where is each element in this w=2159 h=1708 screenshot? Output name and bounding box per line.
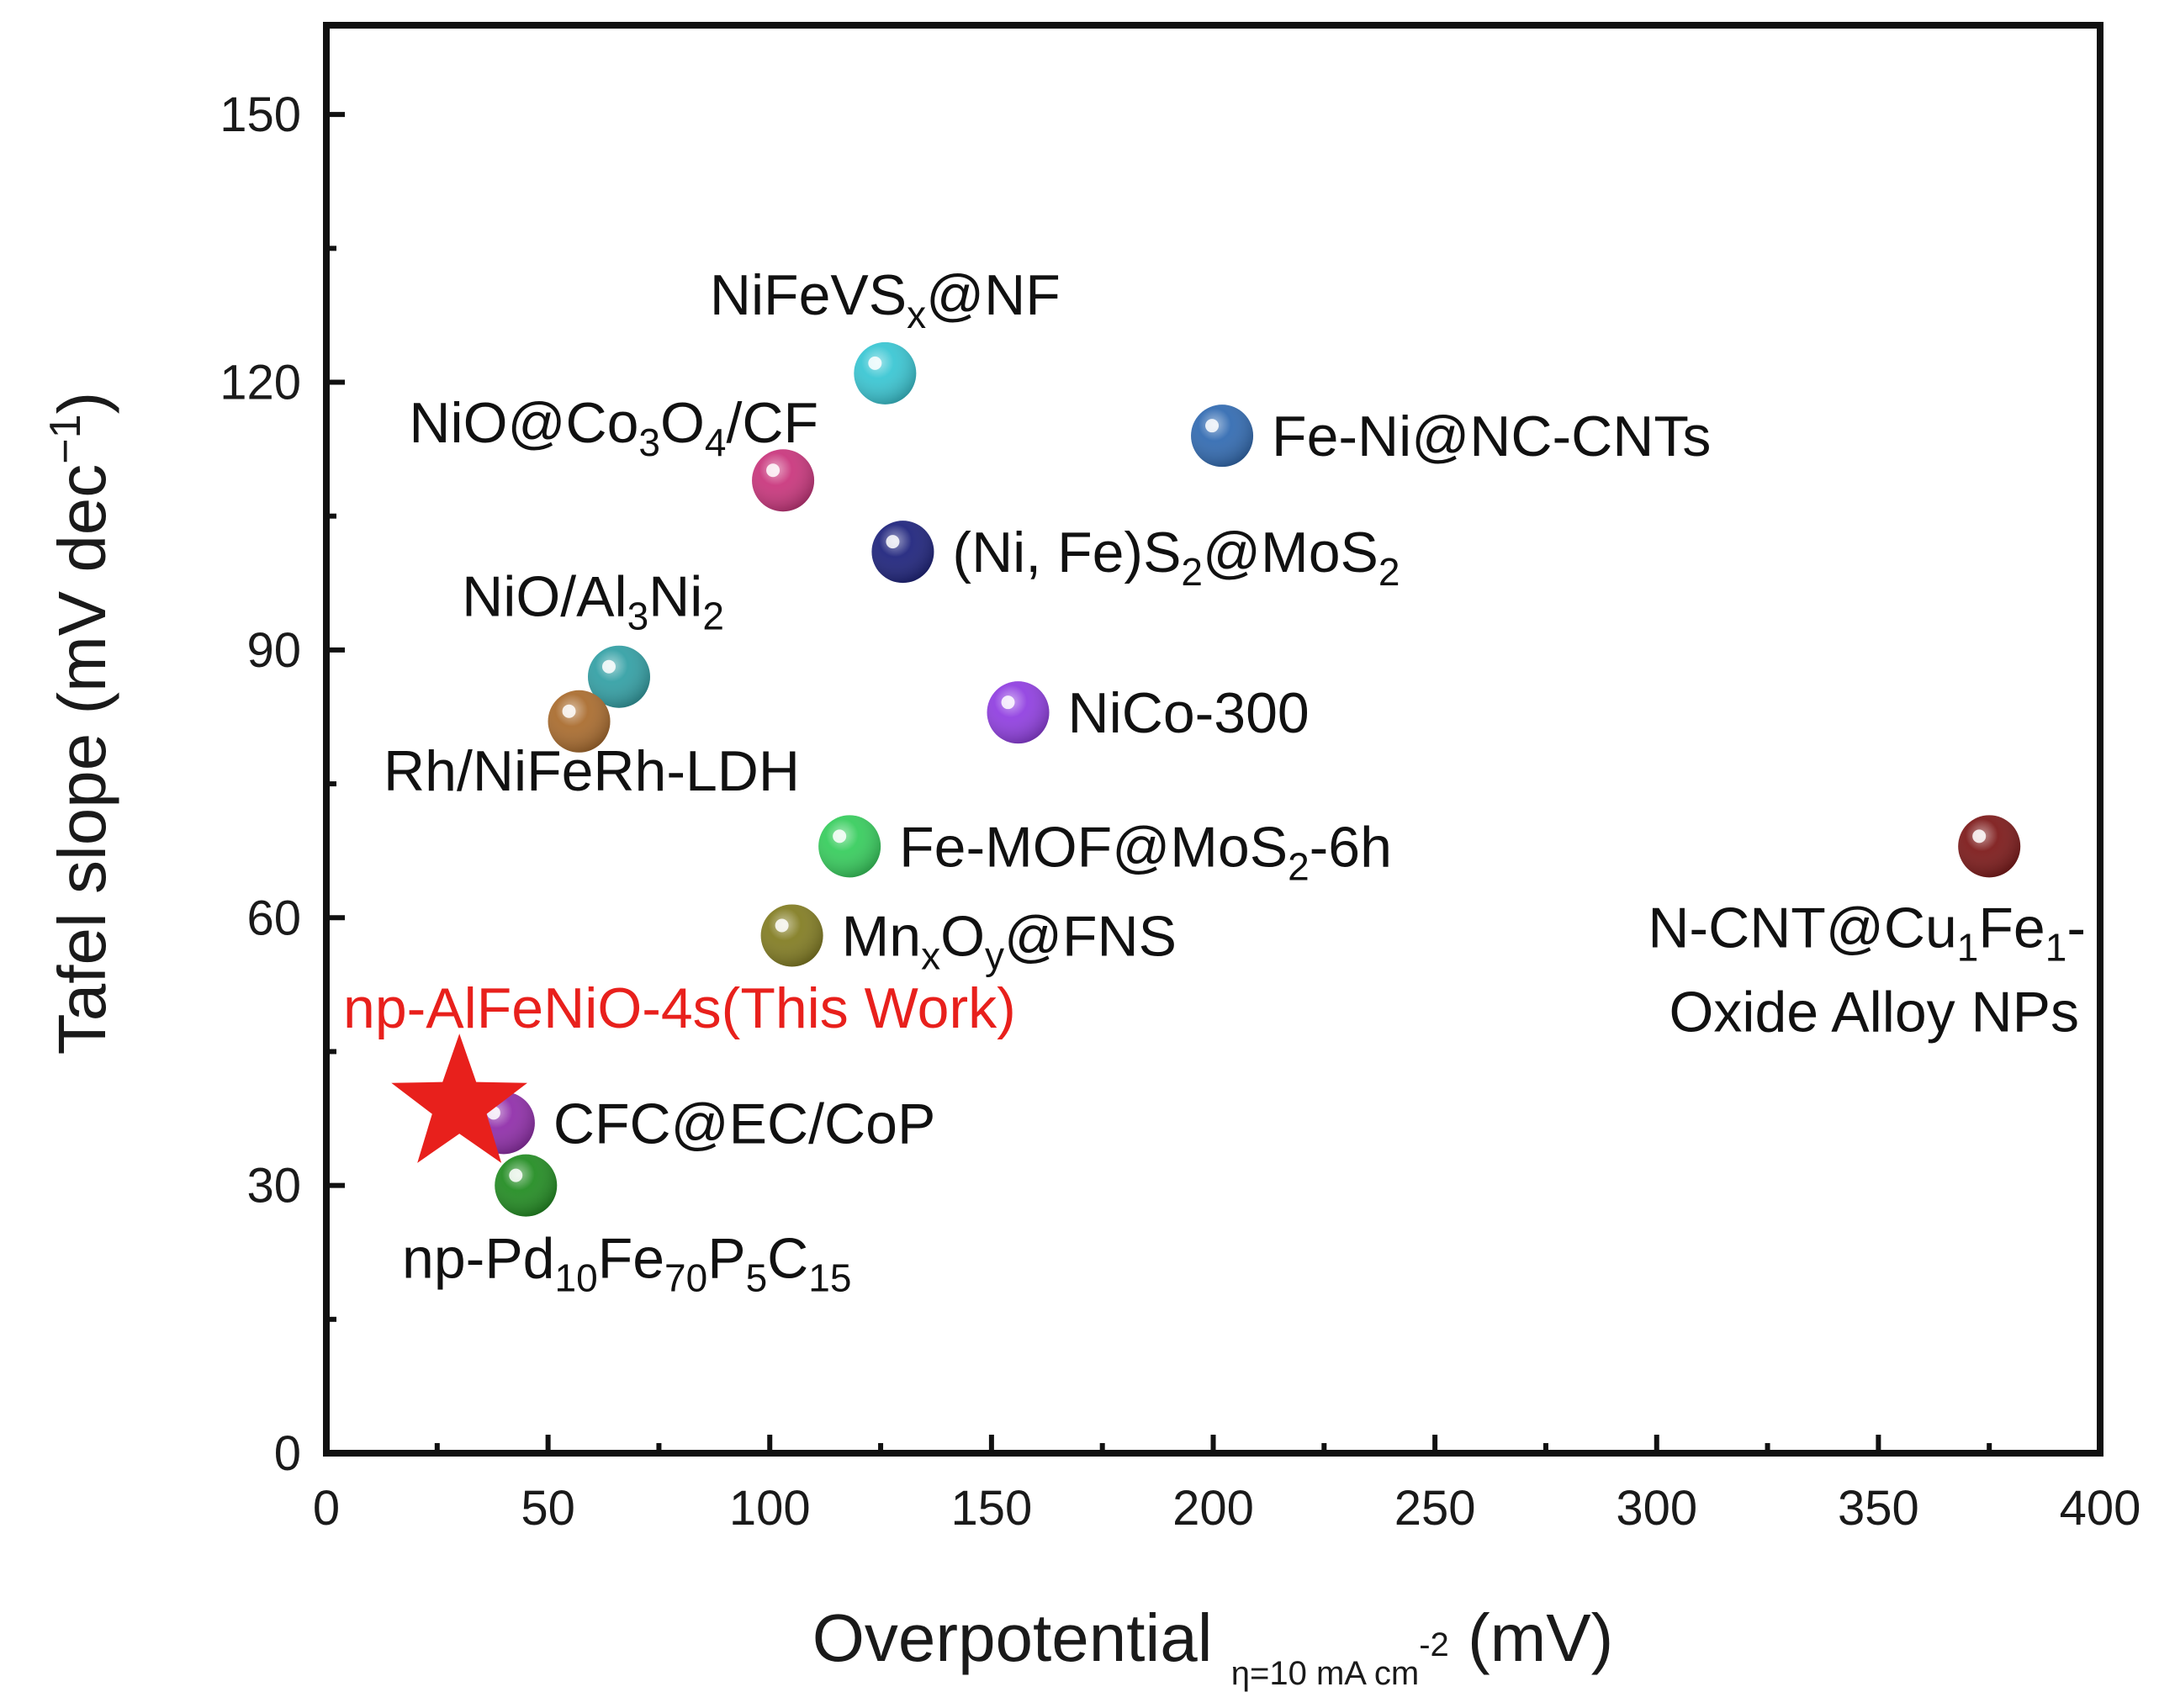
y-tick-label: 120 [220,356,301,410]
point-highlight [601,659,616,674]
this-work-star-marker [391,1034,527,1163]
point-highlight [868,356,882,370]
point-highlight [833,829,847,843]
point-highlight [562,704,576,718]
x-tick-label: 50 [521,1481,575,1536]
y-tick-label: 90 [246,623,301,678]
x-tick-label: 250 [1394,1481,1476,1536]
point-label: Fe-MOF@MoS2-6h [899,815,1392,888]
point-shading [871,521,934,584]
point-label: (Ni, Fe)S2@MoS2 [952,521,1400,594]
point-label: NiCo-300 [1068,681,1310,745]
x-axis-title: Overpotential η=10 mA cm-2 (mV) [812,1600,1614,1692]
y-tick-label: 0 [274,1426,301,1481]
point-highlight [1205,419,1220,433]
point-shading [987,681,1050,744]
point-highlight [509,1168,523,1182]
axes: 0 50 100 150 200 250 300 350 400 0 30 60 90 120 150 [220,22,2141,1536]
point-shading [818,815,881,878]
point-highlight [775,918,789,933]
x-tick-label: 150 [950,1481,1032,1536]
point-shading [495,1154,558,1217]
point-highlight [766,463,781,478]
point-shading [1191,405,1254,468]
x-tick-label: 350 [1838,1481,1919,1536]
data-points [391,341,2021,1217]
x-tick-label: 200 [1172,1481,1254,1536]
y-tick-label: 60 [246,891,301,945]
point-shading [548,690,611,753]
point-label-line2: Oxide Alloy NPs [1669,980,2079,1044]
point-label: np-Pd10Fe70P5C15 [402,1227,851,1300]
point-highlight [1972,829,1987,843]
point-label: NiO@Co3O4/CF [409,391,818,464]
point-label: N-CNT@Cu1Fe1- [1648,896,2086,969]
point-label: Fe-Ni@NC-CNTs [1272,405,1711,468]
point-label: NiFeVSx@NF [710,263,1061,336]
point-shading [854,341,917,405]
this-work-label: np-AlFeNiO-4s(This Work) [343,976,1016,1040]
x-tick-label: 0 [313,1481,340,1536]
point-highlight [1001,695,1015,710]
point-shading [587,645,650,708]
point-shading [752,449,815,512]
point-labels: NiFeVSx@NF Fe-Ni@NC-CNTs NiO@Co3O4/CF (Ni, … [343,263,2086,1300]
x-tick-label: 400 [2060,1481,2141,1536]
point-label: MnxOy@FNS [842,904,1177,977]
point-shading [760,904,823,967]
axis-titles: Overpotential η=10 mA cm-2 (mV) Tafel slo… [41,392,1613,1692]
point-label: Rh/NiFeRh-LDH [384,739,800,803]
x-tick-label: 100 [729,1481,811,1536]
point-shading [1958,815,2021,878]
y-tick-label: 150 [220,87,301,142]
y-tick-label: 30 [246,1159,301,1214]
point-label: CFC@EC/CoP [553,1092,935,1155]
point-label: NiO/Al3Ni2 [462,565,724,638]
x-tick-label: 300 [1616,1481,1697,1536]
point-highlight [886,535,900,549]
y-axis-title: Tafel slope (mV dec−1) [41,392,119,1055]
